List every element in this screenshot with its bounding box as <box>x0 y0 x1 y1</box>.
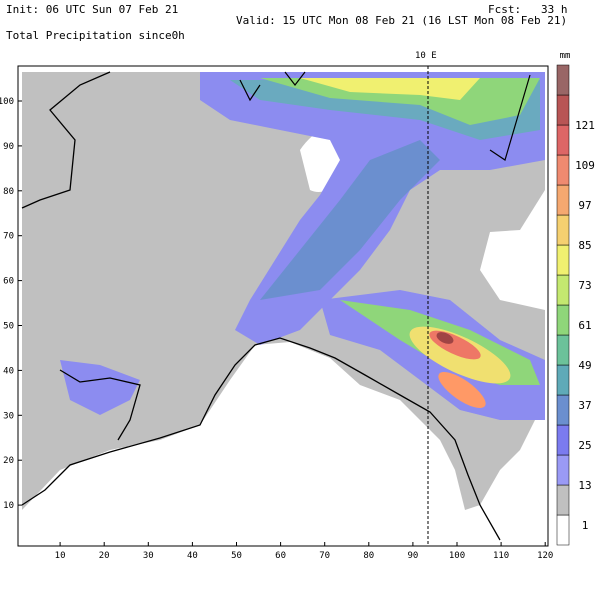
colorbar-label: 85 <box>578 239 591 252</box>
init-time: Init: 06 UTC Sun 07 Feb 21 <box>6 3 178 16</box>
x-tick-label: 110 <box>493 551 509 561</box>
colorbar-segment <box>556 214 570 246</box>
y-tick-label: 20 <box>3 456 14 466</box>
colorbar-label: 61 <box>578 319 591 332</box>
colorbar-segment <box>556 334 570 366</box>
x-axis: 10 20 30 40 50 60 70 80 90 100 110 120 <box>55 542 553 561</box>
y-tick-label: 100 <box>0 97 14 107</box>
x-tick-label: 60 <box>275 551 286 561</box>
y-tick-label: 30 <box>3 411 14 421</box>
y-tick-label: 40 <box>3 366 14 376</box>
colorbar-label: 97 <box>578 199 591 212</box>
x-tick-label: 70 <box>319 551 330 561</box>
x-tick-label: 20 <box>99 551 110 561</box>
precip-green <box>260 78 540 125</box>
precip-orange <box>438 371 486 409</box>
colorbar-segment <box>556 304 570 336</box>
x-tick-label: 10 <box>55 551 66 561</box>
colorbar-segment <box>556 124 570 156</box>
colorbar-label: 73 <box>578 279 591 292</box>
colorbar-segment <box>556 184 570 216</box>
x-tick-label: 80 <box>363 551 374 561</box>
precip-yellow <box>300 78 480 100</box>
colorbar-segment <box>556 364 570 396</box>
meridian-label: 10 E <box>415 51 437 61</box>
colorbar-unit: mm <box>560 51 571 61</box>
coastline <box>21 337 501 541</box>
field-name: Total Precipitation since0h <box>6 29 185 42</box>
x-tick-label: 40 <box>187 551 198 561</box>
x-tick-label: 30 <box>143 551 154 561</box>
map: 10 E <box>17 51 549 547</box>
coastline <box>239 71 531 161</box>
precip-light <box>60 360 140 415</box>
y-axis: 10 20 30 40 50 60 70 80 90 100 <box>0 97 22 511</box>
precip-mod <box>260 140 440 300</box>
colorbar-label: 109 <box>575 159 595 172</box>
y-tick-label: 80 <box>3 187 14 197</box>
colorbar-label: 37 <box>578 399 591 412</box>
colorbar-segment <box>556 274 570 306</box>
y-tick-label: 50 <box>3 322 14 332</box>
x-tick-label: 90 <box>407 551 418 561</box>
colorbar-segment <box>556 484 570 516</box>
colorbar-segment <box>556 154 570 186</box>
y-tick-label: 70 <box>3 232 14 242</box>
x-tick-label: 50 <box>231 551 242 561</box>
valid-time: Valid: 15 UTC Mon 08 Feb 21 (16 LST Mon … <box>236 14 567 27</box>
colorbar-segment <box>556 424 570 456</box>
colorbar-segment <box>556 514 570 546</box>
border <box>21 71 141 441</box>
colorbar-label: 25 <box>578 439 591 452</box>
colorbar-segment <box>556 454 570 486</box>
forecast-hour: Fcst: 33 h <box>488 3 567 16</box>
x-tick-label: 100 <box>449 551 465 561</box>
colorbar-segment <box>556 244 570 276</box>
precip-max <box>436 332 454 344</box>
colorbar-segment <box>556 94 570 126</box>
x-tick-label: 120 <box>537 551 553 561</box>
y-tick-label: 90 <box>3 142 14 152</box>
colorbar-segment <box>556 64 570 96</box>
colorbar-label: 121 <box>575 119 595 132</box>
colorbar-label: 13 <box>578 479 591 492</box>
colorbar-label: 49 <box>578 359 591 372</box>
colorbar-label: 1 <box>582 519 589 532</box>
y-tick-label: 10 <box>3 501 14 511</box>
y-tick-label: 60 <box>3 277 14 287</box>
colorbar-segment <box>556 394 570 426</box>
colorbar: mm 1 13 25 37 49 61 73 85 97 109 121 <box>556 51 595 546</box>
